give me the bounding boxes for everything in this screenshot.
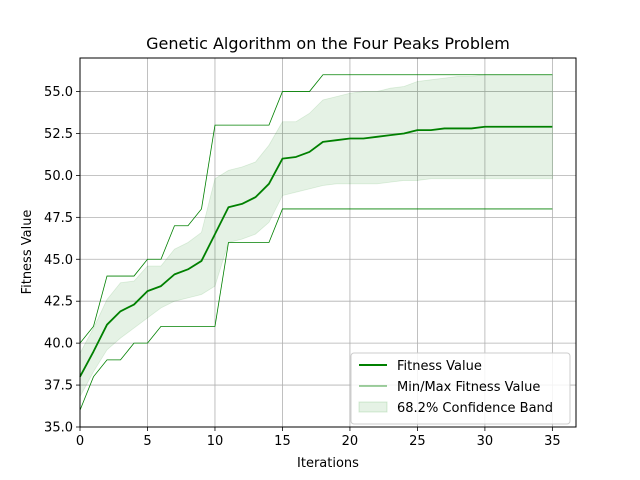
confidence-band-layer (79, 74, 553, 397)
legend-label-fitness: Fitness Value (397, 359, 482, 374)
y-tick-label: 35.0 (44, 421, 73, 436)
legend-box (350, 352, 571, 425)
x-tick-label: 30 (477, 434, 494, 449)
legend-label-band: 68.2% Confidence Band (397, 401, 553, 416)
y-tick-label: 45.0 (44, 253, 73, 268)
chart-title: Genetic Algorithm on the Four Peaks Prob… (146, 34, 510, 53)
x-axis-ticks: 0 5 10 15 20 25 30 35 (76, 427, 561, 449)
y-tick-label: 55.0 (44, 85, 73, 100)
min-max-layer (79, 74, 553, 411)
grid (79, 58, 576, 428)
plot-frame (79, 57, 577, 428)
y-axis-label: Fitness Value (20, 210, 35, 295)
x-tick-label: 0 (76, 434, 84, 449)
x-axis-label: Iterations (297, 456, 359, 471)
y-tick-label: 37.5 (44, 379, 73, 394)
legend: Fitness Value Min/Max Fitness Value 68.2… (350, 352, 571, 425)
x-tick-label: 20 (342, 434, 359, 449)
min-fitness-line (79, 208, 553, 411)
y-tick-label: 42.5 (44, 295, 73, 310)
x-tick-label: 15 (274, 434, 291, 449)
x-tick-label: 5 (143, 434, 151, 449)
fitness-line-layer (79, 125, 553, 378)
confidence-band (79, 74, 553, 397)
y-tick-label: 47.5 (44, 211, 73, 226)
x-tick-label: 35 (544, 434, 561, 449)
x-tick-label: 10 (207, 434, 224, 449)
max-fitness-line (79, 74, 553, 344)
y-tick-label: 50.0 (44, 169, 73, 184)
legend-swatch-band (358, 401, 388, 413)
y-tick-label: 52.5 (44, 127, 73, 142)
fitness-value-line (79, 125, 553, 378)
y-axis-ticks: 35.0 37.5 40.0 42.5 45.0 47.5 50.0 52.5 55.0 (44, 85, 80, 436)
legend-label-minmax: Min/Max Fitness Value (397, 380, 540, 395)
y-tick-label: 40.0 (44, 337, 73, 352)
x-tick-label: 25 (409, 434, 426, 449)
